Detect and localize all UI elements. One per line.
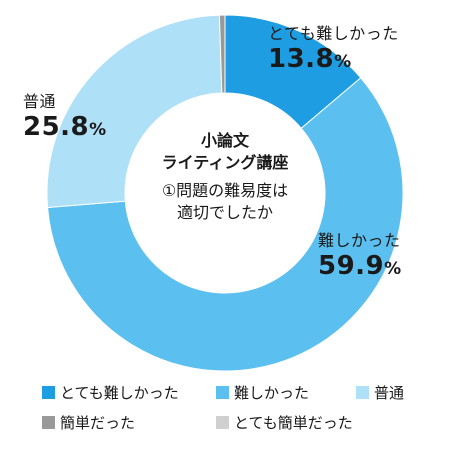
slice-easy (218, 14, 226, 94)
legend-item-very-easy: とても簡単だった (216, 412, 353, 433)
legend-label-normal: 普通 (374, 384, 405, 402)
legend-label-easy: 簡単だった (60, 414, 136, 432)
chart-center-text: 小論文 ライティング講座 ①問題の難易度は 適切でしたか (125, 130, 325, 224)
legend-swatch-normal (356, 386, 369, 399)
chart-title-line-1: 小論文 (200, 131, 249, 150)
slice-difficult (47, 77, 404, 372)
slice-percent-normal: % (89, 120, 107, 140)
slice-number-very-difficult: 13.8 (268, 44, 335, 74)
legend-swatch-very-difficult (42, 386, 55, 399)
chart-subtitle-line-2: 適切でしたか (176, 203, 273, 222)
slice-name-normal: 普通 (23, 92, 57, 111)
legend-label-very-easy: とても簡単だった (234, 414, 353, 432)
legend-item-very-difficult: とても難しかった (42, 382, 179, 403)
slice-percent-difficult: % (384, 259, 402, 279)
slice-name-difficult: 難しかった (318, 231, 401, 250)
slice-number-difficult: 59.9 (318, 251, 385, 281)
slice-label-difficult: 難しかった 59.9% (318, 227, 402, 281)
slice-value-difficult: 59.9% (318, 251, 402, 281)
legend-swatch-easy (42, 416, 55, 429)
slice-value-very-difficult: 13.8% (268, 44, 399, 74)
legend-swatch-very-easy (216, 416, 229, 429)
slice-number-normal: 25.8 (23, 112, 90, 142)
chart-subtitle-line-1: ①問題の難易度は (161, 181, 289, 200)
legend-item-normal: 普通 (356, 382, 404, 403)
slice-percent-very-difficult: % (334, 52, 352, 72)
legend-item-easy: 簡単だった (42, 412, 135, 433)
legend-label-difficult: 難しかった (234, 384, 310, 402)
chart-title-line-2: ライティング講座 (161, 153, 289, 172)
slice-value-normal: 25.8% (23, 112, 107, 142)
legend-label-very-difficult: とても難しかった (60, 384, 179, 402)
slice-name-very-difficult: とても難しかった (268, 24, 399, 43)
slice-label-very-difficult: とても難しかった 13.8% (268, 20, 399, 74)
legend-item-difficult: 難しかった (216, 382, 309, 403)
slice-label-normal: 普通 25.8% (23, 88, 107, 142)
slice-normal (46, 14, 223, 209)
legend-swatch-difficult (216, 386, 229, 399)
